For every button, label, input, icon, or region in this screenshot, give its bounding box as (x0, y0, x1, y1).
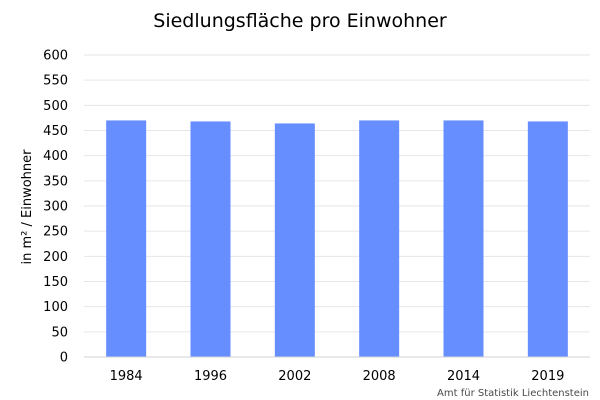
bar-2002 (274, 123, 315, 357)
x-tick-label: 2002 (278, 369, 311, 384)
x-tick-label: 1984 (110, 369, 143, 384)
x-tick-label: 2014 (447, 369, 480, 384)
y-axis-label: in m² / Einwohner (20, 149, 35, 265)
source-credit: Amt für Statistik Liechtenstein (437, 388, 589, 399)
x-axis-ticks: 1984 1996 2002 2008 2014 2019 (110, 369, 565, 384)
bar-2008 (359, 120, 400, 357)
bar-1996 (190, 121, 231, 357)
y-tick-label: 100 (43, 300, 68, 315)
y-tick-label: 600 (43, 49, 68, 64)
x-tick-label: 1996 (194, 369, 227, 384)
bars (106, 120, 568, 357)
y-tick-label: 400 (43, 149, 68, 164)
chart-title: Siedlungsfläche pro Einwohner (153, 10, 447, 32)
y-axis-ticks: 0 50 100 150 200 250 300 350 400 450 500 550 600 (43, 49, 68, 366)
y-tick-label: 550 (43, 74, 68, 89)
y-tick-label: 450 (43, 124, 68, 139)
bar-2014 (443, 120, 484, 357)
x-tick-label: 2019 (531, 369, 564, 384)
y-tick-label: 350 (43, 174, 68, 189)
x-tick-label: 2008 (363, 369, 396, 384)
gridlines (84, 54, 590, 333)
y-tick-label: 50 (51, 325, 68, 340)
y-tick-label: 0 (60, 351, 68, 366)
y-tick-label: 150 (43, 275, 68, 290)
bar-1984 (106, 120, 147, 357)
y-tick-label: 200 (43, 250, 68, 265)
y-tick-label: 250 (43, 225, 68, 240)
y-tick-label: 500 (43, 99, 68, 114)
y-tick-label: 300 (43, 200, 68, 215)
bar-2019 (527, 121, 568, 357)
